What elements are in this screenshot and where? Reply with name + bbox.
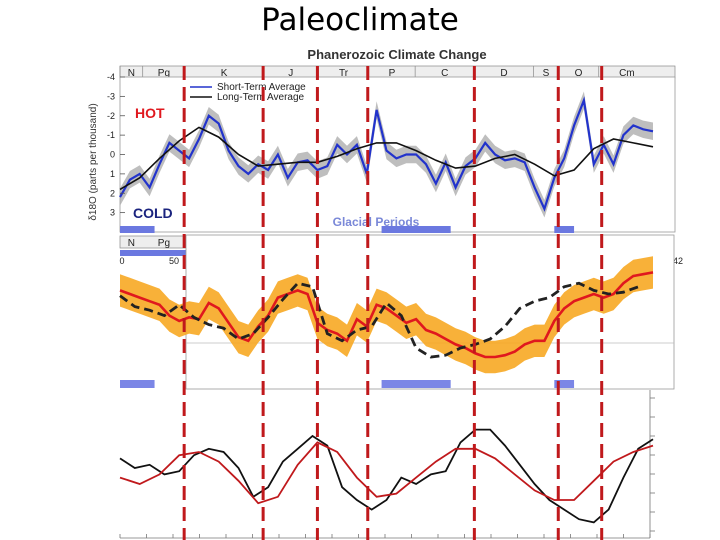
period-label-s: S <box>543 68 550 79</box>
period-label-pg: Pg <box>158 238 170 249</box>
y-axis-label: δ18O (parts per thousand) <box>88 103 99 220</box>
period-label-p: P <box>389 68 396 79</box>
cold-label: COLD <box>133 205 173 221</box>
y-tick-label: -4 <box>107 72 115 82</box>
period-label-j: J <box>288 68 293 79</box>
period-label-c: C <box>441 68 448 79</box>
axis-ticks <box>119 397 655 538</box>
legend-long-term: Long-Term Average <box>217 92 305 103</box>
plot-area <box>119 428 654 524</box>
y-tick-label: 1 <box>110 169 115 179</box>
period-boundary-markers <box>182 66 604 540</box>
period-label-d: D <box>500 68 507 79</box>
glacial-period-bars <box>120 380 575 388</box>
period-label-n: N <box>128 68 135 79</box>
period-strip-top: N Pg K J Tr P C D S O Cm <box>119 65 676 79</box>
period-strip-frame <box>119 65 676 79</box>
temperature-reconstruction-chart <box>119 234 675 390</box>
reconstruction-line <box>119 271 654 359</box>
chart-title: Phanerozoic Climate Change <box>307 47 486 62</box>
glacial-period-bar <box>120 226 155 233</box>
slide-title: Paleoclimate <box>261 2 459 38</box>
period-label-k: K <box>221 68 228 79</box>
isotope-record-line <box>119 281 639 359</box>
short-term-average-line <box>119 96 654 212</box>
legend-short-term: Short-Term Average <box>217 82 306 93</box>
glacial-period-bar <box>381 226 451 233</box>
y-tick-label: 0 <box>110 150 115 160</box>
long-term-average-line <box>119 126 654 191</box>
glacial-period-bar <box>120 380 155 388</box>
period-label-n: N <box>128 238 135 249</box>
y-tick-label: -2 <box>107 111 115 121</box>
glacial-period-bar <box>554 380 575 388</box>
x-tick-label: 42 <box>673 256 683 266</box>
phanerozoic-climate-chart: Phanerozoic Climate Change N Pg K J Tr P C D S O C… <box>88 47 683 266</box>
y-tick-label: -3 <box>107 91 115 101</box>
period-label-tr: Tr <box>339 68 349 79</box>
glacial-period-bar <box>381 380 451 388</box>
cycle-red-line <box>119 441 654 505</box>
y-tick-label: 3 <box>110 208 115 218</box>
glacial-period-bar <box>120 250 186 256</box>
period-label-cm: Cm <box>619 68 635 79</box>
y-tick-label: 2 <box>110 188 115 198</box>
plot-area <box>119 76 676 233</box>
cycle-black-line <box>119 428 654 524</box>
short-term-uncertainty-band <box>120 91 653 218</box>
period-strip-bottom: N Pg <box>119 235 187 256</box>
period-label-pg: Pg <box>158 68 170 79</box>
x-tick-label: 50 <box>169 256 179 266</box>
uncertainty-band <box>120 256 653 374</box>
hot-label: HOT <box>135 105 165 121</box>
period-label-o: O <box>575 68 583 79</box>
glacial-period-bar <box>554 226 575 233</box>
legend: Short-Term Average Long-Term Average <box>190 82 306 103</box>
y-ticks: -4 -3 -2 -1 0 1 2 3 <box>107 72 125 218</box>
plot-area <box>119 256 654 374</box>
x-ticks: 0 50 42 <box>119 256 683 266</box>
glacial-period-bars <box>120 226 575 233</box>
cycle-comparison-chart <box>119 390 655 539</box>
y-tick-label: -1 <box>107 130 115 140</box>
x-tick-label: 0 <box>119 256 124 266</box>
glacial-periods-label: Glacial Periods <box>333 215 420 229</box>
